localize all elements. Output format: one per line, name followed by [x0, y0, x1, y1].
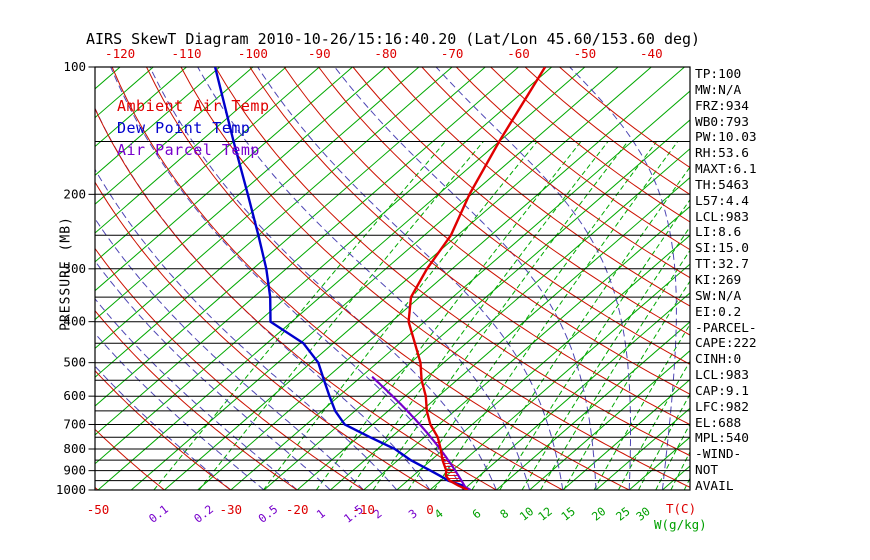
- tick-label: -30: [220, 502, 243, 517]
- stat-line: CINH:0: [695, 352, 742, 368]
- tick-label: 2: [371, 506, 385, 521]
- stat-line: AVAIL: [695, 478, 734, 494]
- air-parcel-profile: [371, 375, 472, 490]
- stat-line: WB0:793: [695, 114, 749, 130]
- tick-label: 0.1: [146, 502, 171, 526]
- stat-line: SW:N/A: [695, 288, 742, 304]
- stat-line: -PARCEL-: [695, 320, 757, 336]
- tick-label: -60: [507, 46, 530, 61]
- stat-line: PW:10.03: [695, 130, 757, 146]
- tick-label: 20: [589, 504, 609, 524]
- tick-label: 30: [633, 504, 653, 524]
- tick-label: -20: [286, 502, 309, 517]
- tick-label: 8: [497, 506, 511, 521]
- y-axis-label: PRESSURE (MB): [58, 216, 74, 331]
- legend-item-ambient-air-temp: Ambient Air Temp: [117, 97, 270, 115]
- stat-line: CAPE:222: [695, 336, 757, 352]
- tick-label: 25: [613, 504, 633, 524]
- tick-label: 100: [63, 59, 86, 74]
- tick-label: -120: [105, 46, 135, 61]
- tick-label: 4: [432, 506, 446, 521]
- stat-line: FRZ:934: [695, 98, 749, 114]
- stats-panel: TP:100 MW:N/A FRZ:934 WB0:793 PW:10.03 RH:53.…: [695, 67, 867, 495]
- stat-line: L57:4.4: [695, 193, 749, 209]
- stat-line: TP:100: [695, 67, 742, 82]
- tick-label: -50: [574, 46, 597, 61]
- stat-line: -WIND-: [695, 447, 742, 463]
- legend-item-dew-point-temp: Dew Point Temp: [117, 119, 251, 137]
- tick-label: -50: [87, 502, 110, 517]
- tick-label: 500: [63, 355, 86, 370]
- tick-label: 700: [63, 416, 86, 431]
- stat-line: SI:15.0: [695, 241, 749, 257]
- stat-line: LCL:983: [695, 368, 749, 384]
- tick-label: 0.5: [255, 502, 280, 526]
- chart-title: AIRS SkewT Diagram 2010-10-26/15:16:40.2…: [86, 30, 701, 48]
- tick-label: 6: [469, 506, 483, 521]
- tick-label: 15: [558, 504, 578, 524]
- tick-label: -90: [308, 46, 331, 61]
- stat-line: RH:53.6: [695, 146, 749, 162]
- stat-line: LI:8.6: [695, 225, 742, 241]
- stat-line: MW:N/A: [695, 82, 742, 98]
- stat-line: TH:5463: [695, 177, 749, 193]
- stat-line: EI:0.2: [695, 304, 742, 320]
- tick-label: 1: [314, 506, 328, 521]
- tick-label: 800: [63, 441, 86, 456]
- tick-label: 3: [406, 506, 420, 521]
- tick-label: -110: [171, 46, 201, 61]
- stat-line: EL:688: [695, 415, 742, 431]
- stat-line: MAXT:6.1: [695, 162, 757, 178]
- ambient-temp-profile: [407, 67, 547, 490]
- tick-label: -70: [441, 46, 464, 61]
- stat-line: LFC:982: [695, 399, 749, 415]
- tick-label: 300: [63, 261, 86, 276]
- legend-item-air-parcel-temp: Air Parcel Temp: [117, 141, 260, 159]
- tick-label: 900: [63, 463, 86, 478]
- stat-line: NOT: [695, 463, 719, 479]
- x-axis-mixing-unit-label: W(g/kg): [654, 517, 707, 532]
- stat-line: CAP:9.1: [695, 383, 749, 399]
- tick-label: 1000: [56, 482, 86, 497]
- tick-label: 200: [63, 186, 86, 201]
- dew-point-profile: [213, 67, 467, 490]
- tick-label: -100: [238, 46, 268, 61]
- tick-label: -40: [640, 46, 663, 61]
- stat-line: KI:269: [695, 272, 742, 288]
- tick-label: 600: [63, 388, 86, 403]
- plot-border: [94, 66, 691, 491]
- x-axis-temp-unit-label: T(C): [666, 501, 697, 516]
- tick-label: 0.2: [191, 502, 216, 526]
- sounding-profiles: [213, 67, 547, 490]
- tick-label: 12: [535, 504, 555, 524]
- tick-label: 400: [63, 314, 86, 329]
- stat-line: MPL:540: [695, 431, 749, 447]
- tick-label: -80: [374, 46, 397, 61]
- stat-line: LCL:983: [695, 209, 749, 225]
- tick-label: 0: [426, 502, 434, 517]
- stat-line: TT:32.7: [695, 257, 749, 273]
- tick-label: 10: [517, 504, 537, 524]
- tick-label: -10: [352, 502, 375, 517]
